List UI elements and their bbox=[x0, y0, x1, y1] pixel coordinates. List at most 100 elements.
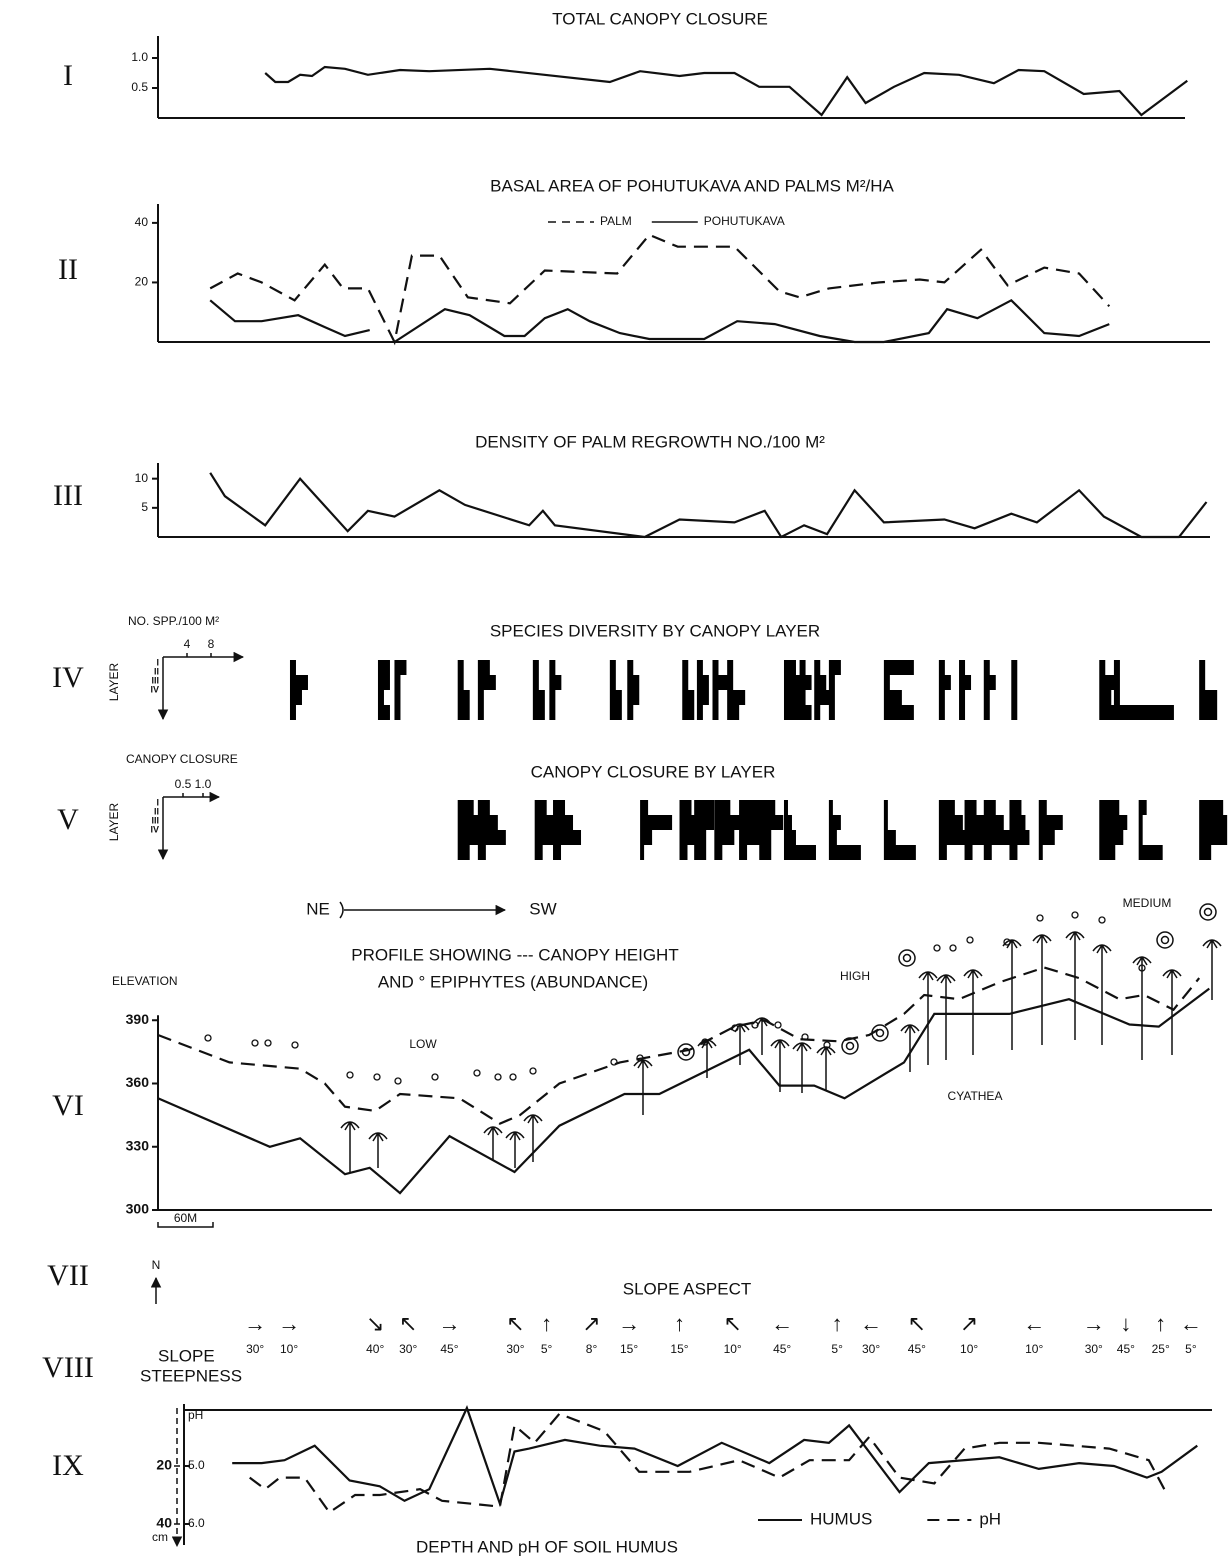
epiphyte bbox=[346, 1071, 354, 1079]
palm-tree bbox=[752, 1017, 772, 1055]
layer-bar bbox=[783, 845, 816, 860]
annotation: LOW bbox=[409, 1037, 437, 1051]
layer-bar bbox=[477, 705, 484, 720]
layer-bar bbox=[627, 705, 634, 720]
layer-bar bbox=[828, 800, 833, 815]
y-tick-label: 5 bbox=[141, 500, 148, 514]
aspect-arrow: → bbox=[438, 1311, 460, 1336]
layer-bar bbox=[883, 690, 902, 705]
y2-label: pH bbox=[188, 1408, 203, 1422]
layer-bar bbox=[289, 660, 296, 675]
layer-bar bbox=[1038, 830, 1055, 845]
layer-bar bbox=[727, 660, 734, 675]
aspect-arrow: ← bbox=[860, 1311, 882, 1336]
epiphyte bbox=[264, 1039, 272, 1047]
aspect-arrow: ↖ bbox=[723, 1311, 741, 1336]
y2-tick-label: 6.0 bbox=[188, 1516, 205, 1530]
epiphyte-large bbox=[1156, 931, 1174, 949]
layer-bar bbox=[1113, 690, 1120, 705]
layer-bar bbox=[534, 800, 547, 815]
palm-tree bbox=[963, 969, 983, 1055]
palm-tree bbox=[936, 974, 956, 1060]
layer-bar bbox=[289, 690, 302, 705]
palm-tree bbox=[816, 1046, 836, 1090]
epiphyte bbox=[529, 1067, 537, 1075]
layer-bar bbox=[1199, 690, 1218, 705]
layer-bar bbox=[640, 800, 649, 815]
layer-bar bbox=[394, 690, 401, 705]
panel-number: IV bbox=[52, 661, 84, 694]
layer-bar bbox=[1199, 800, 1224, 815]
data-line bbox=[249, 1412, 1166, 1514]
y-tick-label: 0.5 bbox=[131, 80, 148, 94]
layer-bar bbox=[883, 660, 914, 675]
layer-label: IV bbox=[150, 824, 159, 834]
legend-label: POHUTUKAVA bbox=[704, 214, 785, 228]
epiphyte bbox=[431, 1073, 439, 1081]
y-tick-label: 20 bbox=[156, 1457, 172, 1473]
panel-title: BASAL AREA OF POHUTUKAVA AND PALMS M²/HA bbox=[490, 176, 894, 195]
layer-bar bbox=[696, 690, 709, 705]
layer-bar bbox=[1011, 705, 1018, 720]
epiphyte bbox=[701, 1038, 709, 1046]
epiphyte bbox=[494, 1073, 502, 1081]
layer-bar bbox=[627, 660, 634, 675]
layer-bar bbox=[959, 690, 966, 705]
layer-bar bbox=[1099, 815, 1128, 830]
layer-bar bbox=[1038, 815, 1063, 830]
layer-bar bbox=[609, 675, 616, 690]
layer-bar bbox=[534, 815, 559, 830]
steepness-label: 30° bbox=[1085, 1342, 1103, 1356]
unit-label: CANOPY CLOSURE bbox=[126, 752, 238, 766]
inset-tick-label: 8 bbox=[208, 637, 215, 651]
layer-bar bbox=[828, 675, 835, 690]
layer-bar bbox=[553, 830, 582, 845]
epiphyte-large-inner bbox=[845, 1041, 855, 1051]
palm-tree bbox=[792, 1042, 812, 1093]
palm-tree bbox=[1202, 939, 1222, 1000]
north-label: N bbox=[152, 1258, 161, 1272]
layer-bar bbox=[549, 675, 562, 690]
layer-bar bbox=[640, 845, 645, 860]
layer-bar bbox=[983, 690, 990, 705]
layer-bar bbox=[477, 690, 484, 705]
aspect-arrow: ↑ bbox=[541, 1311, 552, 1336]
steepness-label: 25° bbox=[1152, 1342, 1170, 1356]
layer-bar bbox=[1199, 660, 1206, 675]
layer-bar bbox=[1099, 660, 1106, 675]
layer-bar bbox=[727, 690, 746, 705]
layer-bar bbox=[828, 830, 837, 845]
layer-bar bbox=[394, 675, 401, 690]
layer-bar bbox=[799, 690, 806, 705]
layer-bar bbox=[457, 800, 474, 815]
layer-bar bbox=[814, 705, 821, 720]
layer-bar bbox=[883, 800, 888, 815]
layer-bar bbox=[714, 800, 731, 815]
canopy-line bbox=[157, 966, 1201, 1125]
layer-bar bbox=[609, 660, 616, 675]
palm-tree bbox=[770, 1039, 790, 1092]
epiphyte-large bbox=[677, 1043, 695, 1061]
panel-title: CANOPY CLOSURE BY LAYER bbox=[531, 762, 776, 781]
palm-tree bbox=[900, 1024, 920, 1072]
data-line bbox=[209, 472, 1208, 539]
legend-label: PALM bbox=[600, 214, 632, 228]
layer-bar bbox=[477, 845, 486, 860]
layer-bar bbox=[477, 800, 490, 815]
layer-bar bbox=[983, 845, 992, 860]
layer-bar bbox=[682, 690, 695, 705]
layer-bar bbox=[1099, 830, 1124, 845]
panel-title: SPECIES DIVERSITY BY CANOPY LAYER bbox=[490, 621, 820, 640]
aspect-arrow: → bbox=[244, 1311, 266, 1336]
epiphyte-large bbox=[1199, 903, 1217, 921]
layer-bar bbox=[739, 830, 764, 845]
layer-bar bbox=[377, 690, 384, 705]
y-tick-label: 330 bbox=[126, 1137, 150, 1153]
layer-bar bbox=[627, 690, 640, 705]
layer-bar bbox=[1199, 815, 1228, 830]
layer-bar bbox=[532, 705, 545, 720]
layer-bar bbox=[783, 800, 788, 815]
layer-bar bbox=[682, 660, 689, 675]
epiphyte bbox=[509, 1073, 517, 1081]
